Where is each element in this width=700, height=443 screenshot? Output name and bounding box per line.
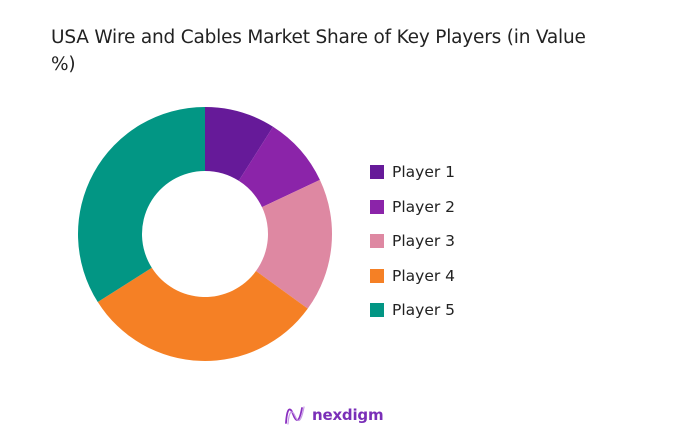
legend-swatch	[370, 268, 384, 283]
legend-label: Player 2	[392, 197, 456, 216]
donut-slice-player-5	[77, 107, 205, 303]
nexdigm-wave-logo-icon	[285, 406, 305, 425]
legend-swatch	[370, 234, 384, 249]
legend-label: Player 4	[392, 266, 456, 285]
donut-slice-player-1	[205, 107, 274, 181]
legend-item-player-5: Player 5	[370, 293, 455, 328]
legend-item-player-1: Player 1	[370, 155, 455, 190]
donut-slice-player-4	[97, 267, 308, 361]
donut-slice-player-3	[255, 179, 332, 309]
legend-label: Player 3	[392, 232, 456, 251]
legend-item-player-4: Player 4	[370, 259, 455, 294]
brand-name: nexdigm	[312, 406, 384, 424]
legend-item-player-3: Player 3	[370, 224, 455, 259]
brand-footer: nexdigm	[284, 404, 384, 426]
legend-swatch	[370, 165, 384, 180]
donut-slice-player-2	[238, 126, 320, 208]
legend-label: Player 5	[392, 301, 456, 320]
legend-label: Player 1	[392, 163, 456, 182]
legend-swatch	[370, 199, 384, 214]
donut-slices	[77, 107, 332, 361]
legend-item-player-2: Player 2	[370, 190, 455, 225]
legend: Player 1 Player 2 Player 3 Player 4 Play…	[370, 155, 455, 328]
chart-title: USA Wire and Cables Market Share of Key …	[51, 27, 586, 75]
legend-swatch	[370, 303, 384, 318]
